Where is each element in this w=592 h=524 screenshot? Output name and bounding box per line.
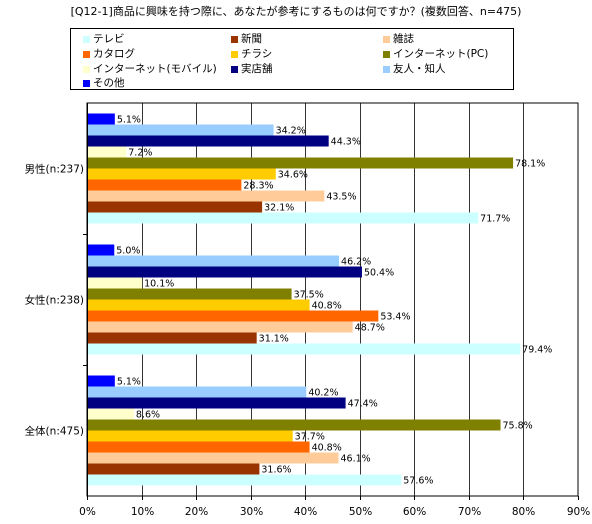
data-label: 44.3%	[331, 137, 361, 148]
legend-label: インターネット(モバイル)	[93, 63, 217, 75]
bar	[87, 288, 292, 300]
x-tick-label: 30%	[240, 506, 263, 518]
bar	[87, 135, 329, 147]
data-label: 28.3%	[243, 181, 273, 192]
data-label: 37.5%	[294, 290, 324, 301]
data-label: 31.6%	[261, 465, 291, 476]
legend-swatch	[83, 80, 90, 87]
legend: テレビ 新聞 雑誌カタログ チラシ インターネット(PC) インターネット(モバイル) 実店…	[70, 28, 514, 90]
data-label: 32.1%	[264, 203, 294, 214]
bar	[87, 430, 293, 442]
data-label: 5.0%	[116, 246, 140, 257]
data-label: 40.2%	[308, 388, 338, 399]
legend-label: テレビ	[93, 33, 125, 45]
x-tick-label: 40%	[294, 506, 317, 518]
data-label: 47.4%	[348, 399, 378, 410]
data-label: 7.2%	[128, 148, 152, 159]
x-tick-label: 80%	[512, 506, 535, 518]
data-label: 34.6%	[278, 170, 308, 181]
legend-swatch	[83, 51, 90, 58]
bar	[87, 157, 514, 169]
bar	[87, 397, 346, 409]
data-label: 43.5%	[326, 192, 356, 203]
legend-swatch	[231, 66, 238, 73]
bar	[87, 419, 501, 431]
legend-swatch	[83, 66, 90, 73]
bar	[87, 113, 115, 125]
data-label: 48.7%	[355, 323, 385, 334]
data-label: 40.8%	[312, 301, 342, 312]
legend-label: 新聞	[241, 33, 262, 45]
bar	[87, 266, 362, 278]
bar	[87, 244, 115, 256]
data-label: 40.8%	[312, 443, 342, 454]
bar	[87, 168, 276, 180]
legend-swatch	[383, 36, 390, 43]
bar	[87, 343, 521, 355]
legend-swatch	[231, 51, 238, 58]
data-label: 46.1%	[341, 454, 371, 465]
data-label: 79.4%	[522, 345, 552, 356]
bar	[87, 201, 263, 213]
legend-label: カタログ	[93, 48, 135, 60]
data-label: 53.4%	[380, 312, 410, 323]
data-label: 5.1%	[117, 115, 141, 126]
data-label: 78.1%	[515, 159, 545, 170]
x-tick-label: 10%	[131, 506, 154, 518]
bar	[87, 179, 242, 191]
legend-label: その他	[93, 77, 125, 89]
data-label: 37.7%	[295, 432, 325, 443]
bar	[87, 310, 379, 322]
data-label: 71.7%	[480, 214, 510, 225]
legend-swatch	[83, 36, 90, 43]
x-tick-label: 50%	[349, 506, 372, 518]
bar	[87, 124, 274, 136]
bar	[87, 146, 127, 158]
legend-swatch	[383, 51, 390, 58]
bar	[87, 463, 260, 475]
bar	[87, 255, 340, 267]
x-tick-label: 70%	[458, 506, 481, 518]
category-label: 全体(n:475)	[25, 425, 84, 438]
legend-label: チラシ	[241, 48, 273, 60]
bar	[87, 386, 307, 398]
bar	[87, 332, 257, 344]
legend-label: 友人・知人	[393, 63, 446, 75]
data-label: 5.1%	[117, 377, 141, 388]
bar	[87, 190, 325, 202]
x-tick-label: 20%	[185, 506, 208, 518]
data-label: 57.6%	[403, 476, 433, 487]
legend-label: 雑誌	[393, 33, 414, 45]
bar	[87, 321, 353, 333]
legend-label: 実店舗	[241, 63, 273, 75]
data-label: 46.2%	[341, 257, 371, 268]
data-label: 10.1%	[144, 279, 174, 290]
x-tick-label: 90%	[567, 506, 590, 518]
legend-label: インターネット(PC)	[393, 48, 489, 60]
bar	[87, 408, 134, 420]
category-label: 男性(n:237)	[25, 163, 84, 176]
legend-swatch	[383, 66, 390, 73]
data-label: 75.8%	[503, 421, 533, 432]
data-label: 8.6%	[136, 410, 160, 421]
data-label: 31.1%	[259, 334, 289, 345]
x-tick-label: 0%	[79, 506, 96, 518]
data-label: 50.4%	[364, 268, 394, 279]
legend-swatch	[231, 36, 238, 43]
bar	[87, 474, 402, 486]
bar	[87, 452, 339, 464]
x-tick-label: 60%	[403, 506, 426, 518]
bar	[87, 299, 310, 311]
chart-title: [Q12-1]商品に興味を持つ際に、あなたが参考にするものは何ですか？(複数回答…	[70, 5, 522, 18]
category-label: 女性(n:238)	[25, 294, 84, 307]
bar	[87, 441, 310, 453]
bar	[87, 277, 143, 289]
data-label: 34.2%	[276, 126, 306, 137]
bar	[87, 212, 479, 224]
bar	[87, 375, 115, 387]
